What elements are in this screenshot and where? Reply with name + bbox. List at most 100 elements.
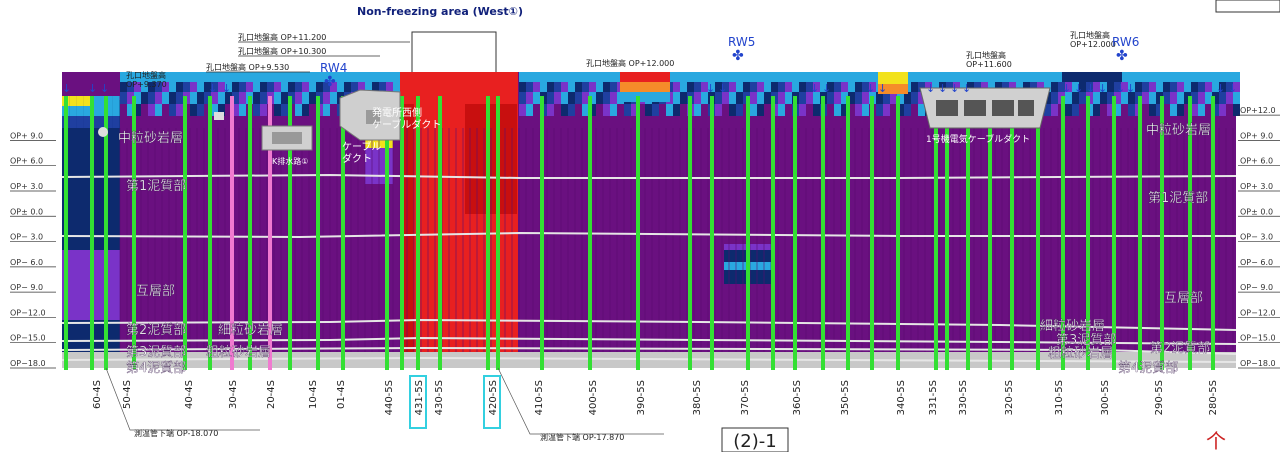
temp-cell bbox=[351, 82, 358, 92]
down-arrow-icon: ↓ bbox=[938, 82, 947, 95]
borehole-label: 380-5S bbox=[692, 380, 703, 415]
temp-cell bbox=[386, 72, 393, 82]
temp-pipe bbox=[710, 96, 714, 370]
temp-cell bbox=[694, 72, 701, 82]
marker-circle bbox=[98, 127, 108, 137]
borehole-label: 300-5S bbox=[1100, 380, 1111, 415]
note-label: 測温管下端 OP-17.870 bbox=[540, 432, 624, 442]
structures bbox=[98, 87, 1051, 151]
temp-cell bbox=[1233, 104, 1240, 116]
temp-cell-red bbox=[620, 72, 670, 82]
temp-cell bbox=[1205, 72, 1212, 82]
temp-cell bbox=[890, 92, 897, 104]
temp-cell bbox=[1128, 104, 1135, 116]
temp-cell bbox=[519, 72, 526, 82]
temp-pipe bbox=[248, 96, 252, 370]
temp-cell bbox=[1002, 82, 1009, 92]
temp-cell bbox=[911, 82, 918, 92]
temp-cell bbox=[1212, 82, 1219, 92]
temp-cell bbox=[1023, 72, 1030, 82]
temp-cell bbox=[365, 72, 372, 82]
temp-cell bbox=[561, 104, 568, 116]
temp-cell bbox=[666, 104, 673, 116]
temp-cell bbox=[330, 104, 337, 116]
temp-cell bbox=[253, 92, 260, 104]
temp-cell bbox=[1114, 104, 1121, 116]
down-arrow-icon: ↓ bbox=[1062, 82, 1071, 95]
borehole-label: 431-5S bbox=[414, 380, 425, 415]
temp-cell bbox=[561, 92, 568, 104]
temp-cell bbox=[197, 82, 204, 92]
temp-cell bbox=[1191, 104, 1198, 116]
temp-cell bbox=[225, 72, 232, 82]
diagram-title: Non-freezing area (West①) bbox=[357, 5, 523, 18]
ground-level-label: 孔口地盤高 bbox=[966, 50, 1006, 60]
temp-cell bbox=[848, 104, 855, 116]
temp-cell bbox=[127, 104, 134, 116]
temp-cell bbox=[673, 82, 680, 92]
stratum-label-right: 第3泥質部 bbox=[1056, 333, 1116, 348]
temp-cell bbox=[1184, 82, 1191, 92]
temp-cell bbox=[1107, 82, 1114, 92]
temp-cell bbox=[932, 72, 939, 82]
temp-cell bbox=[792, 72, 799, 82]
temp-cell bbox=[225, 92, 232, 104]
temp-cell bbox=[141, 92, 148, 104]
temp-cell bbox=[981, 82, 988, 92]
temp-cell bbox=[778, 82, 785, 92]
temp-cell bbox=[90, 116, 98, 128]
down-arrow-icon: ↓ bbox=[926, 82, 935, 95]
temp-pipe bbox=[870, 96, 874, 370]
structure-label: 発電所西側 bbox=[372, 106, 422, 119]
temp-pipe bbox=[1211, 96, 1215, 370]
elevation-label-right: OP− 3.0 bbox=[1240, 233, 1273, 242]
temp-cell bbox=[1037, 82, 1044, 92]
borehole-label: 60-4S bbox=[92, 380, 103, 409]
temp-cell bbox=[729, 104, 736, 116]
temp-cell bbox=[750, 92, 757, 104]
temp-pipe bbox=[1138, 96, 1142, 370]
temp-cell bbox=[1177, 104, 1184, 116]
temp-cell bbox=[925, 72, 932, 82]
temp-cell bbox=[799, 92, 806, 104]
temp-cell bbox=[554, 92, 561, 104]
temp-cell bbox=[554, 104, 561, 116]
temp-cell bbox=[330, 72, 337, 82]
temp-cell bbox=[967, 72, 974, 82]
borehole-label: 440-5S bbox=[384, 380, 395, 415]
temp-cell bbox=[120, 72, 127, 82]
temp-pipe bbox=[945, 96, 949, 370]
temp-cell bbox=[596, 82, 603, 92]
temp-cell bbox=[1212, 104, 1219, 116]
temp-cell bbox=[855, 72, 862, 82]
down-arrow-icon: ↓ bbox=[1086, 82, 1095, 95]
stratum-label-left: 第2泥質部 bbox=[126, 323, 186, 338]
temp-cell bbox=[148, 104, 155, 116]
temp-cell bbox=[764, 72, 771, 82]
temp-cell bbox=[659, 104, 666, 116]
temp-cell bbox=[1184, 104, 1191, 116]
temp-cell bbox=[841, 104, 848, 116]
elevation-label-left: OP± 0.0 bbox=[10, 207, 43, 216]
temp-cell bbox=[1030, 82, 1037, 92]
temp-pipe bbox=[183, 96, 187, 370]
temp-cell bbox=[1142, 82, 1149, 92]
temp-cell bbox=[1149, 82, 1156, 92]
temp-cell bbox=[582, 92, 589, 104]
temp-cell bbox=[218, 82, 225, 92]
up-arrow-icon: 个 bbox=[1206, 429, 1226, 452]
temp-cell bbox=[603, 72, 610, 82]
temp-cell bbox=[876, 92, 883, 104]
temp-cell bbox=[813, 104, 820, 116]
temp-cell bbox=[1156, 82, 1163, 92]
temp-cell bbox=[386, 82, 393, 92]
temp-cell bbox=[883, 104, 890, 116]
elevation-label-left: OP−15.0 bbox=[10, 334, 46, 343]
temp-cell bbox=[806, 92, 813, 104]
cable-duct-cell bbox=[366, 110, 380, 124]
down-arrow-icon: ↓ bbox=[706, 82, 715, 95]
temp-cell bbox=[750, 72, 757, 82]
temp-cell bbox=[1163, 72, 1170, 82]
temp-cell bbox=[561, 82, 568, 92]
temp-pipe bbox=[966, 96, 970, 370]
